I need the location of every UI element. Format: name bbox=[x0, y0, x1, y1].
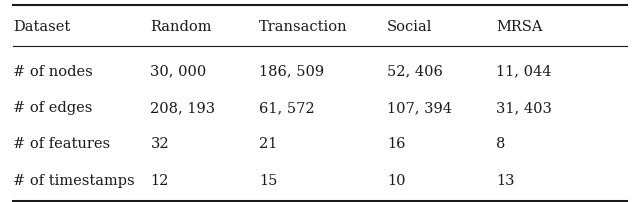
Text: MRSA: MRSA bbox=[496, 20, 543, 34]
Text: 11, 044: 11, 044 bbox=[496, 65, 552, 79]
Text: 31, 403: 31, 403 bbox=[496, 101, 552, 115]
Text: 186, 509: 186, 509 bbox=[259, 65, 324, 79]
Text: Transaction: Transaction bbox=[259, 20, 348, 34]
Text: 10: 10 bbox=[387, 174, 406, 188]
Text: # of timestamps: # of timestamps bbox=[13, 174, 134, 188]
Text: 61, 572: 61, 572 bbox=[259, 101, 315, 115]
Text: 15: 15 bbox=[259, 174, 278, 188]
Text: Dataset: Dataset bbox=[13, 20, 70, 34]
Text: 107, 394: 107, 394 bbox=[387, 101, 452, 115]
Text: 52, 406: 52, 406 bbox=[387, 65, 443, 79]
Text: 208, 193: 208, 193 bbox=[150, 101, 216, 115]
Text: # of features: # of features bbox=[13, 137, 110, 152]
Text: 21: 21 bbox=[259, 137, 278, 152]
Text: 8: 8 bbox=[496, 137, 506, 152]
Text: Random: Random bbox=[150, 20, 212, 34]
Text: # of edges: # of edges bbox=[13, 101, 92, 115]
Text: 12: 12 bbox=[150, 174, 169, 188]
Text: 32: 32 bbox=[150, 137, 169, 152]
Text: Social: Social bbox=[387, 20, 433, 34]
Text: 30, 000: 30, 000 bbox=[150, 65, 207, 79]
Text: 13: 13 bbox=[496, 174, 515, 188]
Text: # of nodes: # of nodes bbox=[13, 65, 93, 79]
Text: 16: 16 bbox=[387, 137, 406, 152]
